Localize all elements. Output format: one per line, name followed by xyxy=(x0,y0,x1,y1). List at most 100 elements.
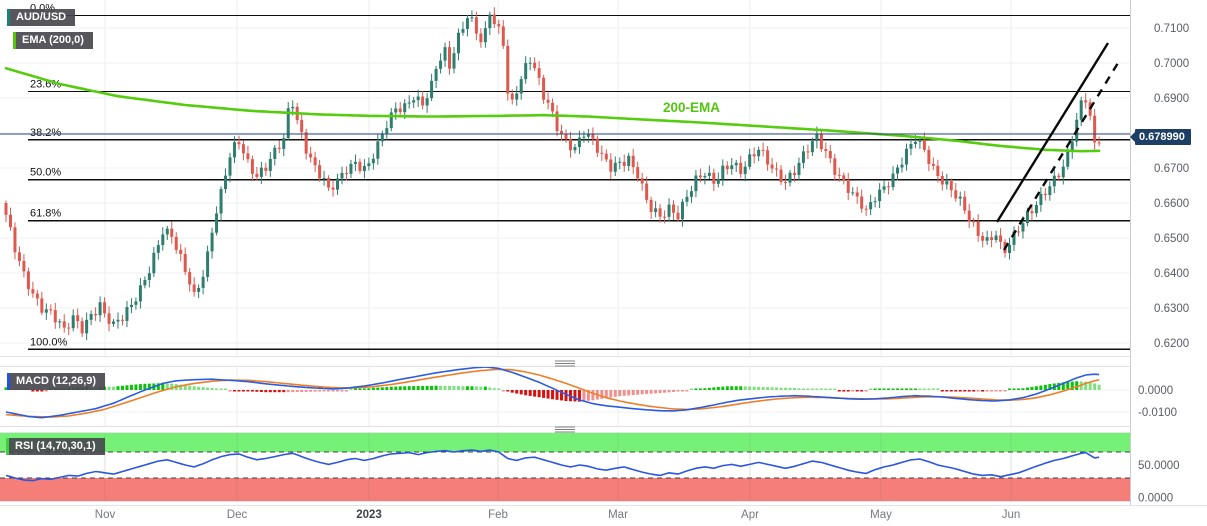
candle-body xyxy=(622,161,626,166)
candle-body xyxy=(44,309,48,313)
candle-body xyxy=(739,162,743,174)
last-price-badge: 0.678990 xyxy=(1130,128,1191,145)
candle-body xyxy=(900,164,904,168)
macd-histogram-bar xyxy=(443,385,447,390)
candle-body xyxy=(1021,223,1025,232)
candle-body xyxy=(483,28,487,43)
candle-body xyxy=(658,208,662,217)
candle-body xyxy=(707,172,711,176)
candle-body xyxy=(1016,231,1020,233)
candle-body xyxy=(197,287,201,292)
candle-body xyxy=(685,196,689,202)
macd-histogram-bar xyxy=(676,390,680,392)
price-axis[interactable]: 0.7100 0.7000 0.6900 0.6700 0.6600 0.6500 0.64… xyxy=(1138,23,1189,505)
macd-histogram-bar xyxy=(1021,388,1025,390)
macd-histogram-bar xyxy=(371,387,375,390)
candle-body xyxy=(71,315,75,329)
ema-legend-label: EMA (200,0) xyxy=(22,34,84,46)
macd-histogram-bar xyxy=(945,390,949,392)
macd-histogram-bar xyxy=(654,390,658,394)
candle-body xyxy=(183,253,187,272)
macd-histogram-bar xyxy=(958,390,962,392)
macd-histogram-bar xyxy=(125,385,129,390)
macd-histogram-bar xyxy=(649,390,653,394)
candle-body xyxy=(519,79,523,94)
candle-body xyxy=(403,103,407,113)
macd-histogram-bar xyxy=(389,386,393,390)
price-axis-label: 0.7100 xyxy=(1154,23,1189,35)
candle-body xyxy=(103,302,107,314)
candle-body xyxy=(936,165,940,177)
pane-resize-handle[interactable] xyxy=(555,360,575,367)
macd-histogram-bar xyxy=(761,386,765,390)
candle-body xyxy=(385,128,389,134)
price-axis-label: 0.6500 xyxy=(1154,233,1189,245)
candle-body xyxy=(125,307,129,321)
candle-body xyxy=(394,108,398,113)
macd-histogram-bar xyxy=(116,386,120,390)
macd-histogram-bar xyxy=(277,390,281,393)
macd-histogram-bar xyxy=(757,386,761,390)
macd-histogram-bar xyxy=(1084,381,1088,390)
candle-body xyxy=(891,173,895,188)
candle-body xyxy=(147,273,151,281)
candle-body xyxy=(551,102,555,112)
macd-histogram-bar xyxy=(479,386,483,390)
rsi-legend[interactable]: RSI (14,70,30,1) xyxy=(6,438,105,455)
macd-legend[interactable]: MACD (12,26,9) xyxy=(7,373,106,390)
symbol-legend[interactable]: AUD/USD xyxy=(7,9,76,26)
candle-body xyxy=(631,155,635,168)
candle-body xyxy=(896,167,900,174)
fib-label: 61.8% xyxy=(30,208,61,220)
macd-histogram-bar xyxy=(918,388,922,390)
candle-body xyxy=(954,190,958,199)
macd-histogram-bar xyxy=(560,390,564,401)
macd-histogram-bar xyxy=(689,388,693,390)
macd-histogram-bar xyxy=(273,390,277,393)
price-axis-label: 0.6900 xyxy=(1154,93,1189,105)
macd-histogram-bar xyxy=(210,388,214,390)
macd-histogram-bar xyxy=(779,387,783,390)
main-panel: 0.0%23.6%38.2%50.0%61.8%100.0% xyxy=(0,0,1130,356)
macd-histogram-bar xyxy=(537,390,541,398)
candle-body xyxy=(878,189,882,202)
price-axis-label: 0.6300 xyxy=(1154,303,1189,315)
candle-body xyxy=(806,151,810,153)
candle-body xyxy=(542,77,546,100)
price-axis-label: 0.7000 xyxy=(1154,58,1189,70)
macd-histogram-bar xyxy=(618,390,622,397)
time-axis[interactable]: Nov Dec 2023 Feb Mar Apr May Jun xyxy=(95,509,1021,521)
macd-histogram-bar xyxy=(197,386,201,390)
macd-histogram-bar xyxy=(694,388,698,390)
candle-body xyxy=(958,196,962,199)
macd-histogram-bar xyxy=(533,390,537,397)
candle-body xyxy=(922,139,926,150)
candle-body xyxy=(609,159,613,172)
macd-histogram-bar xyxy=(891,388,895,390)
candle-body xyxy=(407,102,411,104)
candle-body xyxy=(179,249,183,254)
macd-histogram-bar xyxy=(313,390,317,392)
candle-body xyxy=(618,161,622,163)
candle-body xyxy=(748,154,752,167)
macd-histogram-bar xyxy=(403,386,407,390)
candle-body xyxy=(232,142,236,158)
macd-histogram-bar xyxy=(327,390,331,392)
candle-body xyxy=(860,196,864,209)
candle-body xyxy=(1057,175,1061,178)
pane-resize-handle[interactable] xyxy=(555,426,575,433)
macd-histogram-bar xyxy=(492,388,496,390)
macd-histogram-bar xyxy=(994,390,998,392)
macd-histogram-bar xyxy=(358,388,362,390)
ema-legend[interactable]: EMA (200,0) xyxy=(13,32,93,49)
macd-histogram-bar xyxy=(483,386,487,390)
candle-body xyxy=(510,93,514,100)
macd-histogram-bar xyxy=(972,390,976,392)
candle-body xyxy=(416,96,420,101)
macd-histogram-bar xyxy=(936,388,940,390)
candle-body xyxy=(716,178,720,184)
macd-histogram-bar xyxy=(685,390,689,392)
candle-body xyxy=(663,216,667,218)
